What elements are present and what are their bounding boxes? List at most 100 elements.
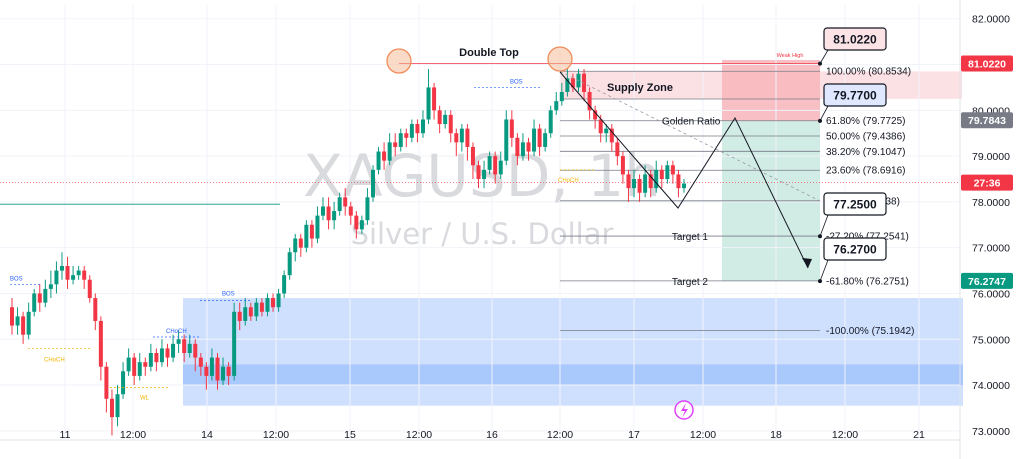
candle-body-7 [48, 284, 53, 289]
callout-dot-1 [818, 118, 822, 123]
price-badge-0 [961, 55, 1013, 72]
wl-label: WL [140, 395, 150, 401]
candle-body-66 [376, 151, 381, 170]
candle-body-64 [365, 197, 370, 221]
bos-label-1: BOS [10, 276, 23, 282]
candle-body-38 [221, 366, 226, 381]
candle-body-78 [443, 114, 448, 125]
candle-body-22 [132, 357, 137, 376]
x-tick-label-0: 11 [60, 429, 71, 441]
candle-body-21 [126, 357, 131, 372]
weak-high-label: Weak High [777, 53, 804, 59]
candle-body-121 [682, 183, 686, 189]
callout-box-1 [823, 83, 887, 107]
candle-body-48 [276, 293, 281, 308]
candle-body-55 [315, 215, 320, 239]
candle-body-117 [659, 169, 664, 179]
callout-pointer-1 [819, 105, 829, 122]
candle-body-71 [404, 133, 409, 138]
candle-body-115 [648, 174, 653, 189]
candle-body-103 [582, 73, 587, 92]
y-tick-label-8: 74.0000 [972, 380, 1010, 392]
x-tick-label-7: 12:00 [547, 429, 573, 441]
candle-body-75 [426, 87, 431, 120]
double-top-circle-2 [547, 46, 573, 72]
fib-label-0: 100.00% (80.8534) [826, 67, 911, 78]
bos-label-2: BOS [222, 291, 235, 297]
candle-body-109 [615, 142, 620, 157]
candle-body-119 [670, 165, 675, 175]
candle-body-25 [148, 353, 153, 367]
x-tick-label-10: 18 [770, 429, 782, 441]
candle-body-20 [121, 371, 126, 395]
candle-body-94 [532, 128, 537, 152]
candle-body-56 [321, 206, 326, 216]
candle-body-10 [65, 266, 70, 280]
candle-body-92 [520, 142, 525, 157]
fib-label-4: 38.20% (79.1047) [826, 147, 906, 158]
y-tick-label-3: 79.0000 [972, 151, 1010, 163]
candle-body-86 [487, 156, 492, 170]
candle-body-47 [271, 298, 276, 308]
candle-body-19 [115, 394, 120, 418]
candle-body-105 [593, 110, 598, 120]
candle-body-50 [287, 252, 292, 276]
candle-body-87 [493, 156, 498, 175]
y-tick-label-0: 82.0000 [972, 14, 1010, 26]
x-tick-label-2: 14 [201, 429, 213, 441]
candle-body-3 [26, 311, 31, 335]
candle-body-84 [476, 165, 481, 179]
candle-body-15 [93, 298, 98, 321]
candle-body-104 [587, 92, 592, 111]
candle-body-72 [409, 124, 414, 138]
candle-body-41 [237, 311, 242, 321]
callout-pointer-3 [819, 259, 829, 282]
choch-label-2: CHoCH [44, 357, 65, 363]
candle-body-93 [526, 142, 531, 152]
callout-dot-2 [818, 234, 822, 239]
candle-body-99 [559, 92, 564, 102]
candle-body-27 [159, 348, 164, 363]
candle-body-35 [204, 366, 209, 376]
candle-body-89 [504, 119, 509, 161]
candle-body-90 [509, 119, 514, 138]
candle-body-112 [632, 179, 637, 189]
candle-body-17 [104, 366, 109, 399]
candle-body-29 [171, 343, 176, 358]
candle-body-82 [465, 128, 470, 147]
candle-body-62 [354, 215, 359, 230]
candle-body-100 [565, 78, 570, 92]
x-tick-label-6: 16 [486, 429, 498, 441]
candle-body-2 [21, 316, 26, 335]
candle-body-46 [265, 298, 270, 312]
target1-label: Target 1 [672, 232, 709, 243]
target2-label: Target 2 [672, 277, 709, 288]
description-watermark: Silver / U.S. Dollar [351, 217, 614, 251]
x-tick-label-3: 12:00 [263, 429, 289, 441]
candle-body-6 [43, 288, 48, 303]
x-tick-label-9: 12:00 [690, 429, 716, 441]
callout-text-0: 81.0220 [833, 33, 877, 47]
candle-body-5 [37, 293, 42, 303]
candle-body-43 [248, 307, 253, 317]
callout-text-2: 77.2500 [833, 198, 877, 212]
candle-body-98 [554, 101, 559, 111]
candle-body-73 [415, 124, 420, 134]
candle-body-80 [454, 133, 459, 143]
candle-body-96 [543, 133, 548, 147]
price-badge-2 [961, 174, 1013, 191]
candle-body-61 [348, 206, 353, 216]
y-tick-label-5: 77.0000 [972, 243, 1010, 255]
candle-body-81 [459, 128, 464, 143]
candle-body-12 [76, 270, 81, 276]
candle-body-63 [359, 220, 364, 230]
callout-dot-0 [818, 61, 822, 66]
candle-body-57 [326, 206, 331, 221]
candle-body-68 [387, 142, 392, 161]
candle-body-113 [637, 179, 642, 193]
candle-body-31 [182, 339, 187, 353]
x-tick-label-11: 12:00 [832, 429, 858, 441]
fib-trend-dashed [559, 71, 821, 202]
candle-body-45 [259, 302, 264, 312]
